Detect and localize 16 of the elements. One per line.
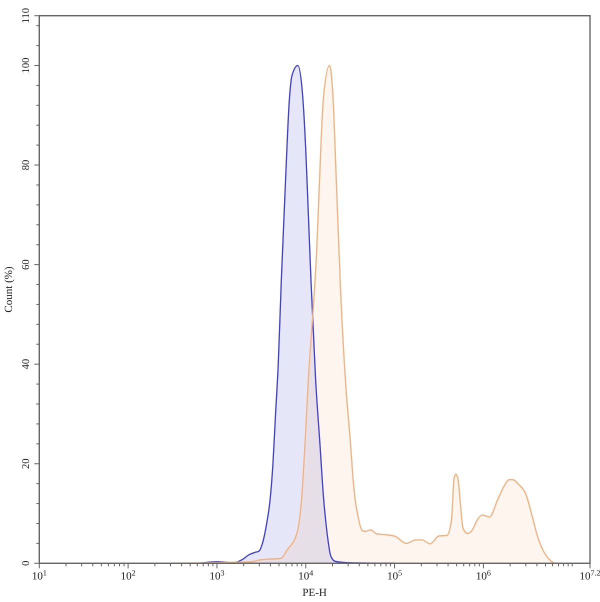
x-tick-label: 10$^{3}$: [209, 568, 224, 582]
x-tick-label: 10$^{6}$: [476, 568, 491, 582]
y-tick-label: 60: [21, 259, 32, 270]
y-tick-label: 0: [21, 560, 32, 566]
x-tick-label: 10$^{7.2}$: [580, 568, 600, 582]
x-tick-label: 10$^{4}$: [298, 568, 314, 582]
y-tick-label: 110: [21, 8, 32, 24]
y-tick-label: 40: [21, 358, 32, 370]
y-tick-label: 100: [21, 58, 32, 74]
x-tick-label: 10$^{2}$: [120, 568, 136, 582]
x-tick-label: 10$^{5}$: [387, 568, 402, 582]
y-tick-label: 20: [21, 458, 32, 469]
x-axis-title: PE-H: [302, 587, 327, 599]
y-axis-title: Count (%): [3, 266, 15, 313]
x-tick-label: 10$^{1}$: [32, 568, 47, 582]
y-tick-label: 80: [21, 160, 32, 170]
